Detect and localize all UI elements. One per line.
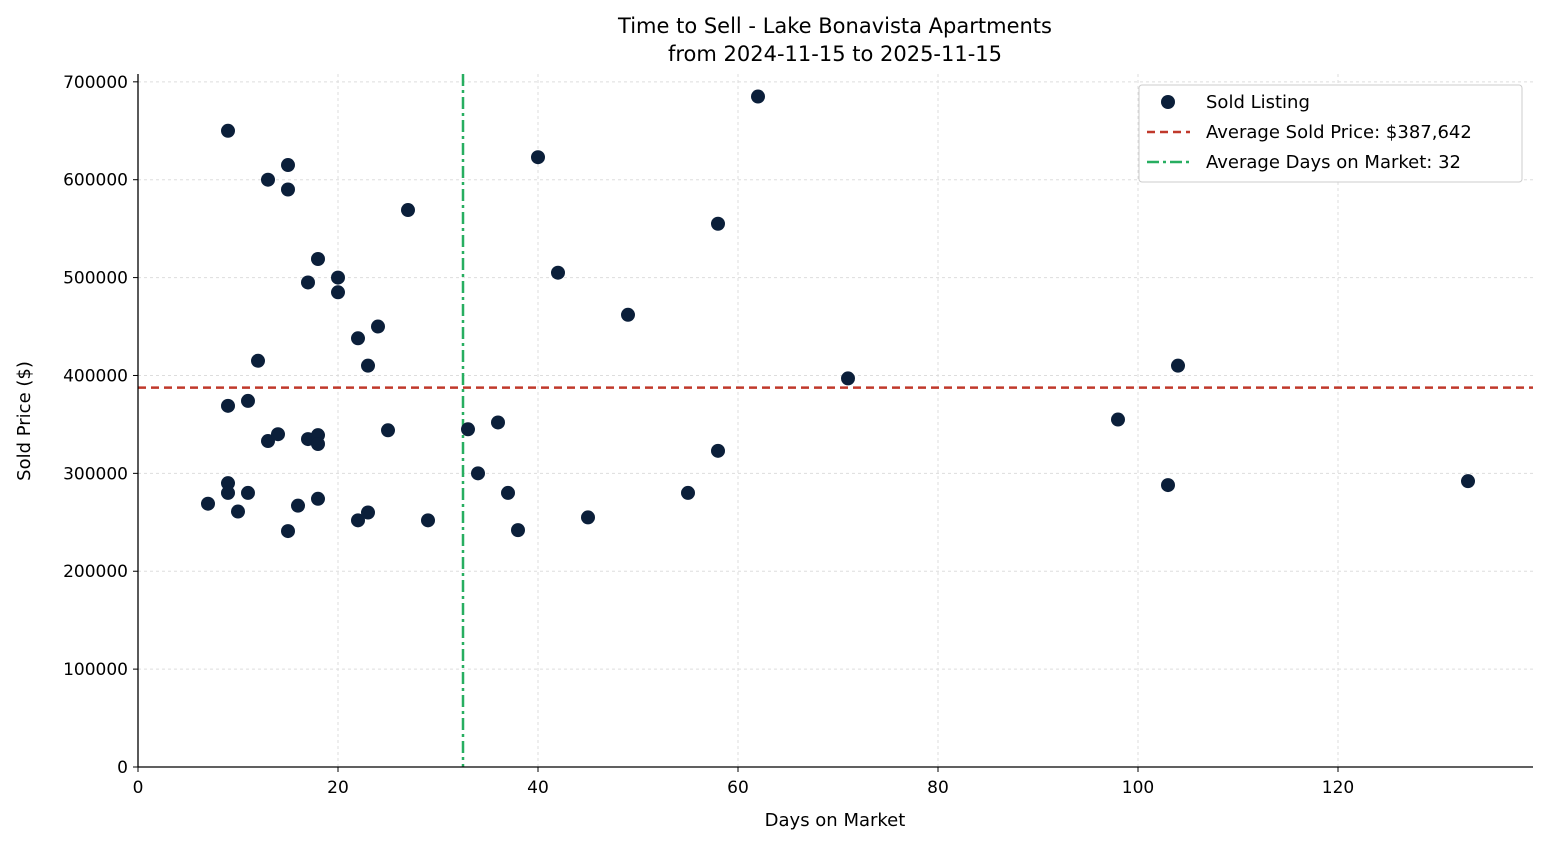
data-point [421,513,435,528]
data-point [331,285,345,300]
data-point [681,485,695,500]
data-point [491,415,505,430]
data-point [271,427,285,442]
data-point [351,513,365,528]
data-point [1171,358,1185,373]
x-tick-label: 100 [1122,778,1154,798]
x-tick-label: 80 [927,778,949,798]
data-point [251,353,265,368]
data-point [361,358,375,373]
x-axis-label: Days on Market [765,810,906,831]
x-tick-label: 20 [327,778,349,798]
data-point [381,423,395,438]
data-point [241,393,255,408]
data-point [311,436,325,451]
y-tick-label: 400000 [63,366,128,386]
data-point [261,434,275,449]
tick-labels: 0 20 40 60 80 100 120 0 100000 200000 300000 400000… [63,73,1354,798]
data-point [361,505,375,520]
data-point [231,504,245,519]
data-point [711,443,725,458]
x-tick-label: 0 [133,778,144,798]
data-point [221,123,235,138]
data-point [261,172,275,187]
data-point [351,331,365,346]
legend-sold-listing: Sold Listing [1206,92,1310,113]
data-point [281,524,295,539]
data-point [1461,474,1475,489]
y-tick-label: 600000 [63,171,128,191]
data-point [751,89,765,104]
legend-marker-points [1161,95,1175,109]
data-point [551,265,565,280]
y-tick-label: 700000 [63,73,128,93]
data-point [461,422,475,437]
data-point [281,158,295,173]
reference-lines [138,74,1533,767]
chart-subtitle: from 2024-11-15 to 2025-11-15 [668,42,1002,66]
x-tick-label: 60 [727,778,749,798]
x-tick-label: 120 [1322,778,1354,798]
x-tick-label: 40 [527,778,549,798]
data-point [401,203,415,218]
data-point [301,275,315,290]
data-point [471,466,485,481]
axes [133,74,1533,772]
y-tick-label: 0 [117,758,128,778]
data-point [1161,478,1175,493]
data-point [371,319,385,334]
data-points [201,89,1475,539]
data-point [331,270,345,285]
data-point [711,216,725,231]
y-axis-label: Sold Price ($) [14,361,35,481]
chart-title: Time to Sell - Lake Bonavista Apartments [617,14,1052,38]
data-point [221,476,235,491]
legend: Sold Listing Average Sold Price: $387,64… [1138,84,1523,183]
data-point [291,498,305,513]
y-tick-label: 500000 [63,269,128,289]
data-point [511,523,525,538]
y-tick-label: 200000 [63,562,128,582]
data-point [281,182,295,197]
data-point [221,398,235,413]
y-tick-label: 100000 [63,660,128,680]
legend-avg-days: Average Days on Market: 32 [1206,152,1461,173]
legend-avg-price: Average Sold Price: $387,642 [1206,122,1472,143]
data-point [501,485,515,500]
data-point [311,251,325,266]
legend-frame [1138,84,1523,183]
data-point [621,307,635,322]
data-point [841,371,855,386]
data-point [531,150,545,165]
data-point [201,496,215,511]
data-point [311,491,325,506]
data-point [221,485,235,500]
data-point [241,485,255,500]
data-point [1111,412,1125,427]
y-tick-label: 300000 [63,464,128,484]
data-point [581,510,595,525]
